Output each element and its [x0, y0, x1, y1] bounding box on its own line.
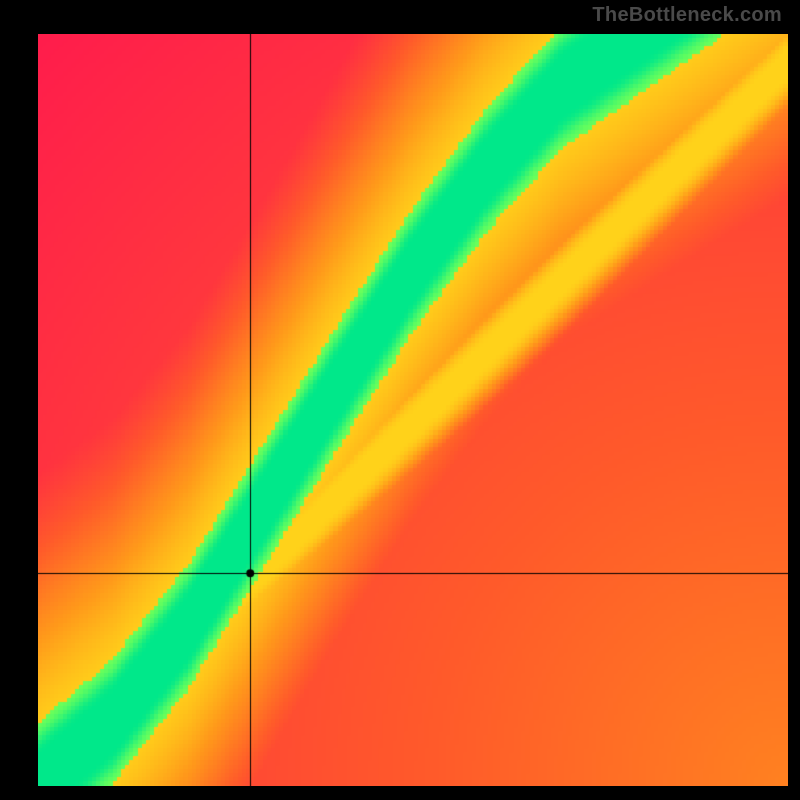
watermark-text: TheBottleneck.com [592, 4, 782, 27]
chart-root: TheBottleneck.com [0, 0, 800, 800]
bottleneck-heatmap [38, 34, 788, 786]
